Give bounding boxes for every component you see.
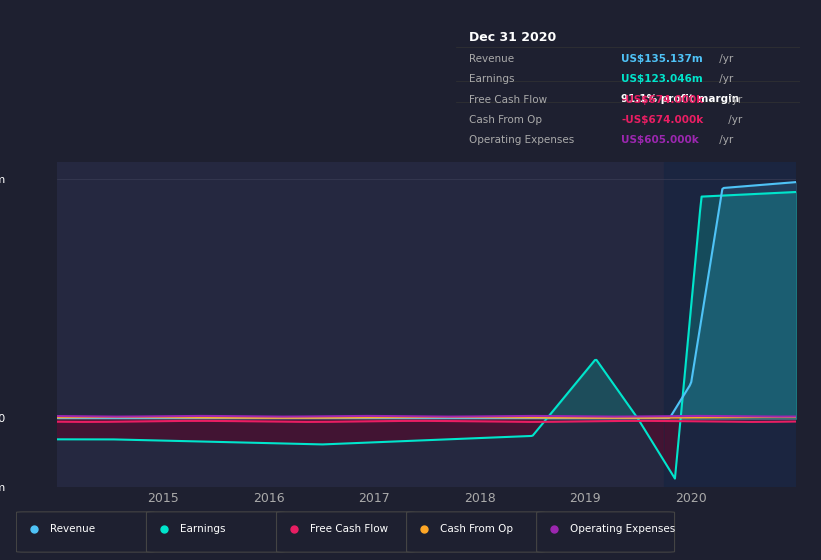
Text: Cash From Op: Cash From Op	[440, 524, 512, 534]
Text: Dec 31 2020: Dec 31 2020	[470, 31, 557, 44]
Text: US$135.137m: US$135.137m	[621, 54, 703, 64]
Text: Cash From Op: Cash From Op	[470, 115, 543, 125]
Text: /yr: /yr	[725, 95, 742, 105]
Text: Operating Expenses: Operating Expenses	[570, 524, 675, 534]
Text: 91.1% profit margin: 91.1% profit margin	[621, 94, 739, 104]
FancyBboxPatch shape	[537, 512, 675, 552]
FancyBboxPatch shape	[146, 512, 284, 552]
Text: US$605.000k: US$605.000k	[621, 136, 699, 146]
Text: /yr: /yr	[716, 54, 733, 64]
Text: US$0: US$0	[0, 414, 6, 424]
Text: Earnings: Earnings	[470, 74, 515, 84]
Text: Revenue: Revenue	[470, 54, 515, 64]
FancyBboxPatch shape	[406, 512, 544, 552]
Text: Operating Expenses: Operating Expenses	[470, 136, 575, 146]
Text: Free Cash Flow: Free Cash Flow	[310, 524, 388, 534]
Text: -US$40m: -US$40m	[0, 482, 6, 492]
Text: US$123.046m: US$123.046m	[621, 74, 703, 84]
FancyBboxPatch shape	[16, 512, 154, 552]
Bar	[664, 162, 796, 487]
Text: Free Cash Flow: Free Cash Flow	[470, 95, 548, 105]
Text: /yr: /yr	[716, 74, 733, 84]
Text: Earnings: Earnings	[180, 524, 225, 534]
Text: /yr: /yr	[725, 115, 742, 125]
Text: US$140m: US$140m	[0, 175, 6, 184]
Text: /yr: /yr	[716, 136, 733, 146]
Text: -US$674.000k: -US$674.000k	[621, 95, 704, 105]
Text: -US$674.000k: -US$674.000k	[621, 115, 704, 125]
Text: Revenue: Revenue	[49, 524, 94, 534]
FancyBboxPatch shape	[277, 512, 415, 552]
